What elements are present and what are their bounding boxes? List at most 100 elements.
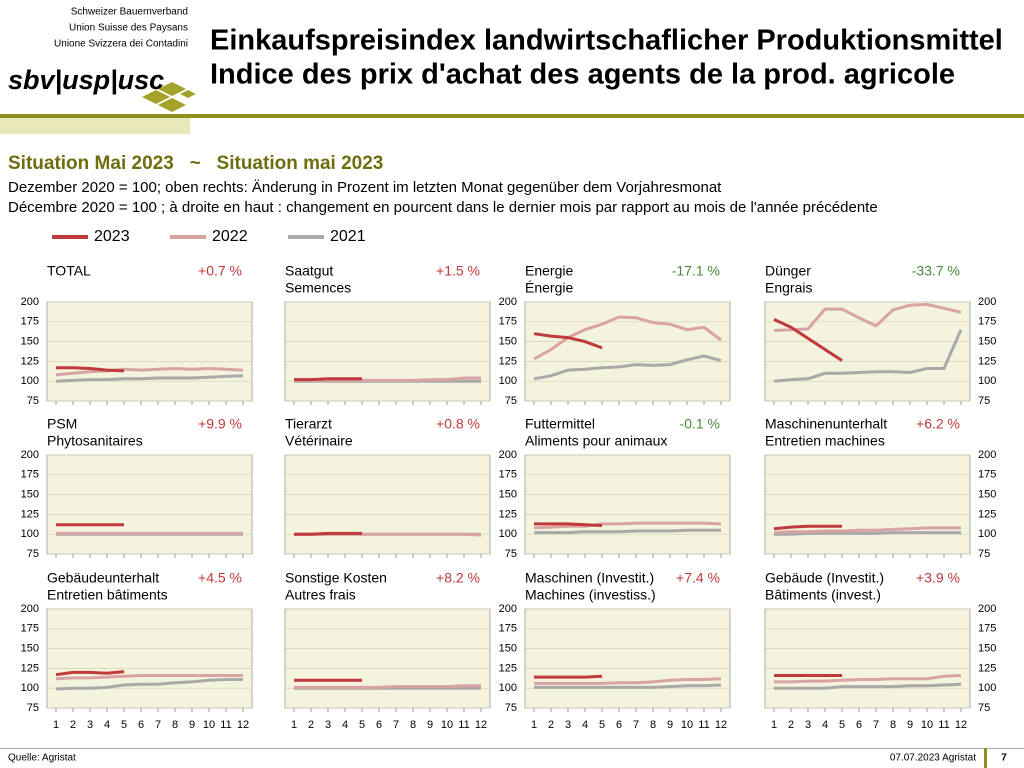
header-rule: [0, 114, 1024, 118]
y-tick-label: 125: [978, 662, 996, 674]
x-tick-label: 6: [376, 719, 382, 731]
change-label: -0.1 %: [680, 416, 720, 432]
y-tick-label: 75: [27, 395, 39, 407]
line-series: [533, 354, 722, 381]
line-series: [55, 366, 244, 377]
x-tick-label: 8: [650, 719, 656, 731]
org-line: Schweizer Bauernverband: [71, 7, 188, 18]
x-tick-label: 1: [291, 719, 297, 731]
line-series: [533, 332, 603, 350]
y-tick-label: 150: [978, 643, 996, 655]
x-tick-label: 11: [458, 719, 469, 731]
x-tick-label: 12: [237, 719, 249, 731]
footer-rule: [0, 748, 1024, 749]
x-tick-label: 8: [172, 719, 178, 731]
panel-subtitle: Bâtiments (invest.): [765, 587, 881, 603]
y-tick-label: 200: [499, 296, 517, 308]
change-label: +1.5 %: [436, 263, 480, 279]
line-series: [534, 528, 721, 535]
logo-text: sbv|usp|usc: [8, 65, 164, 95]
y-tick-label: 175: [499, 469, 517, 481]
plot-area: [764, 608, 971, 709]
plot-area: [524, 454, 731, 555]
x-tick-label: 8: [410, 719, 416, 731]
y-tick-label: 175: [21, 623, 39, 635]
plot-area: [764, 454, 971, 555]
y-tick-label: 150: [499, 489, 517, 501]
note: Dezember 2020 = 100; oben rechts: Änderu…: [8, 179, 722, 196]
y-tick-label: 125: [21, 662, 39, 674]
y-tick-label: 200: [21, 603, 39, 615]
x-tick-label: 5: [121, 719, 127, 731]
line-series: [55, 670, 125, 677]
x-tick-label: 4: [104, 719, 110, 731]
plot-area: [284, 608, 491, 709]
panel-subtitle: Aliments pour animaux: [525, 433, 667, 449]
y-tick-label: 175: [21, 316, 39, 328]
plot-area: [284, 454, 491, 555]
y-tick-label: 200: [499, 449, 517, 461]
x-tick-label: 9: [189, 719, 195, 731]
x-tick-label: 9: [427, 719, 433, 731]
y-tick-label: 75: [27, 548, 39, 560]
y-tick-label: 150: [978, 336, 996, 348]
panel-subtitle: Machines (investiss.): [525, 587, 656, 603]
y-tick-label: 200: [978, 296, 996, 308]
y-tick-label: 200: [499, 603, 517, 615]
y-tick-label: 75: [978, 395, 990, 407]
x-tick-label: 2: [308, 719, 314, 731]
y-tick-label: 175: [978, 623, 996, 635]
x-tick-label: 2: [548, 719, 554, 731]
line-series: [773, 329, 963, 383]
x-tick-label: 1: [771, 719, 777, 731]
y-tick-label: 100: [499, 528, 517, 540]
x-tick-label: 9: [667, 719, 673, 731]
y-tick-label: 200: [978, 449, 996, 461]
y-tick-label: 75: [505, 395, 517, 407]
x-tick-label: 11: [220, 719, 231, 731]
change-label: +4.5 %: [198, 570, 242, 586]
line-series: [773, 524, 842, 531]
footer-source: Quelle: Agristat: [8, 753, 76, 764]
line-series: [55, 674, 243, 681]
y-tick-label: 200: [21, 296, 39, 308]
header-band: [0, 118, 190, 134]
y-tick-label: 100: [499, 682, 517, 694]
line-series: [533, 521, 722, 530]
x-tick-label: 5: [839, 719, 845, 731]
panel-title: PSM: [47, 416, 77, 432]
y-tick-label: 175: [21, 469, 39, 481]
change-label: +6.2 %: [916, 416, 960, 432]
footer-page: 7: [1001, 753, 1007, 764]
change-label: -33.7 %: [912, 263, 960, 279]
line-series: [774, 674, 962, 684]
y-tick-label: 100: [978, 375, 996, 387]
y-tick-label: 150: [21, 489, 39, 501]
x-tick-label: 8: [890, 719, 896, 731]
x-tick-label: 11: [938, 719, 949, 731]
x-tick-label: 4: [582, 719, 588, 731]
panel-title: Tierarzt: [285, 416, 332, 432]
plot-area: [46, 454, 253, 555]
line-series: [773, 526, 961, 535]
y-tick-label: 125: [499, 662, 517, 674]
x-tick-label: 1: [531, 719, 537, 731]
panel-subtitle: Vétérinaire: [285, 433, 353, 449]
change-label: -17.1 %: [672, 263, 720, 279]
panel-subtitle: Semences: [285, 280, 351, 296]
line-series: [774, 531, 961, 536]
x-tick-label: 12: [955, 719, 967, 731]
x-tick-label: 1: [53, 719, 59, 731]
line-series: [534, 677, 722, 685]
line-series: [533, 315, 722, 361]
panel-subtitle: Phytosanitaires: [47, 433, 143, 449]
change-label: +0.8 %: [436, 416, 480, 432]
x-tick-label: 11: [698, 719, 709, 731]
y-tick-label: 75: [505, 548, 517, 560]
situation: Situation Mai 2023 ~ Situation mai 2023: [8, 153, 383, 174]
panel-subtitle: Entretien bâtiments: [47, 587, 168, 603]
y-tick-label: 125: [978, 508, 996, 520]
panel-title: Maschinenunterhalt: [765, 416, 887, 432]
panel-title: Dünger: [765, 263, 811, 279]
line-series: [55, 374, 244, 383]
